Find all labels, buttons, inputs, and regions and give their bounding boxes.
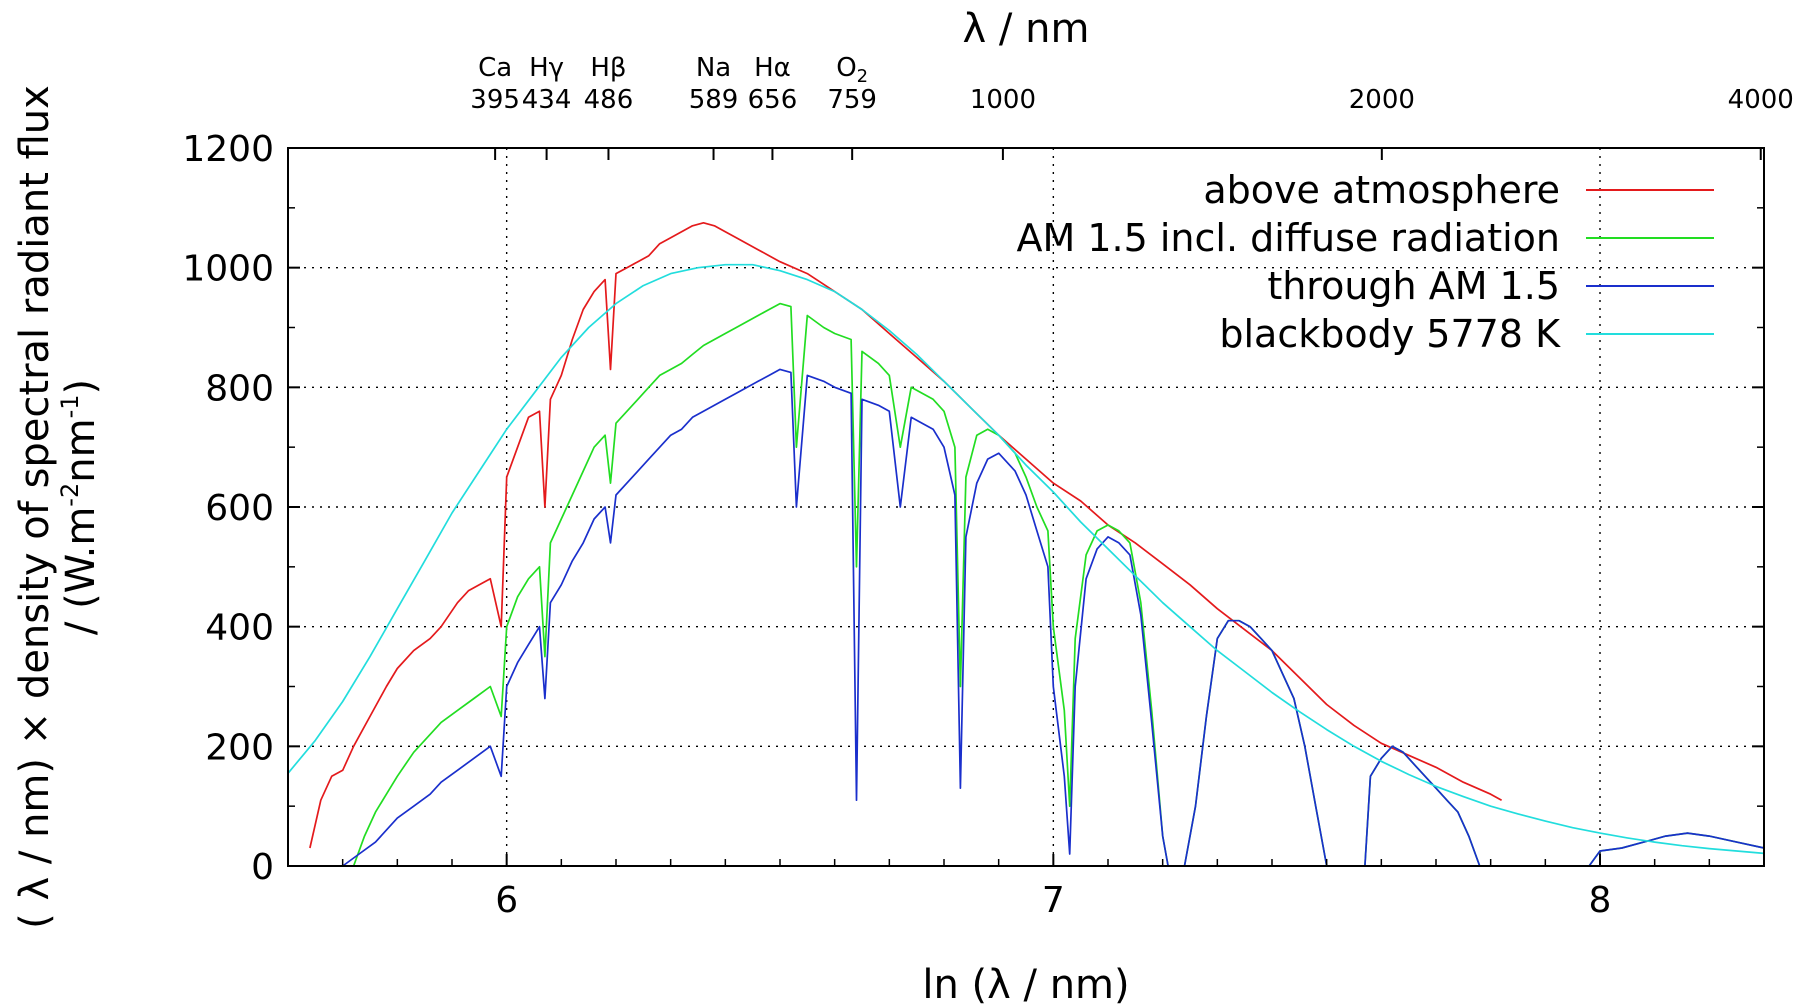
x-axis-title: ln (λ / nm) — [922, 962, 1129, 1006]
legend-label: blackbody 5778 K — [1219, 312, 1561, 356]
spectral-line-label: Hα — [754, 53, 791, 83]
top-tick-label: 589 — [689, 85, 739, 115]
y-axis-title: ( λ / nm) × density of spectral radiant … — [12, 85, 104, 929]
spectral-line-label: Hγ — [529, 53, 564, 83]
y-tick-label: 1000 — [182, 249, 274, 290]
y-tick-labels: 0 200 400 600 800 1000 1200 — [182, 129, 274, 888]
y-axis-title-line1: ( λ / nm) × density of spectral radiant … — [12, 85, 58, 929]
spectral-line-label: Ca — [478, 53, 512, 83]
top-tick-label: 2000 — [1349, 85, 1415, 115]
x-tick-label: 7 — [1042, 880, 1065, 921]
x-tick-labels: 6 7 8 — [495, 880, 1611, 921]
spectral-line-label: Hβ — [590, 53, 626, 83]
top-tick-label: 759 — [827, 85, 877, 115]
y-tick-label: 0 — [251, 847, 274, 888]
top-tick-label: 1000 — [970, 85, 1036, 115]
top-tick-label: 4000 — [1728, 85, 1794, 115]
y-tick-label: 200 — [205, 727, 274, 768]
spectral-line-label: Na — [696, 53, 731, 83]
legend-label: through AM 1.5 — [1267, 264, 1560, 308]
spectral-line-label: O2 — [836, 53, 868, 87]
legend-label: above atmosphere — [1203, 168, 1560, 212]
x-tick-label: 6 — [495, 880, 518, 921]
grid — [288, 148, 1764, 866]
series-above-atmosphere — [309, 221, 1503, 849]
top-tick-label: 434 — [522, 85, 572, 115]
top-tick-label: 395 — [470, 85, 520, 115]
top-axis-title: λ / nm — [963, 6, 1090, 52]
series-layer — [287, 221, 1765, 867]
y-tick-label: 600 — [205, 488, 274, 529]
ticks — [288, 147, 1765, 867]
y-tick-label: 400 — [205, 608, 274, 649]
top-tick-label: 656 — [748, 85, 798, 115]
y-tick-label: 800 — [205, 368, 274, 409]
legend-label: AM 1.5 incl. diffuse radiation — [1017, 216, 1561, 260]
series-through-am-1-5 — [342, 368, 1765, 867]
top-tick-label: 486 — [584, 85, 634, 115]
y-tick-label: 1200 — [182, 129, 274, 170]
x-tick-label: 8 — [1589, 880, 1612, 921]
series-blackbody-5778-k — [287, 263, 1765, 855]
y-axis-title-line2: / (W.m-2nm-1) — [56, 379, 104, 635]
